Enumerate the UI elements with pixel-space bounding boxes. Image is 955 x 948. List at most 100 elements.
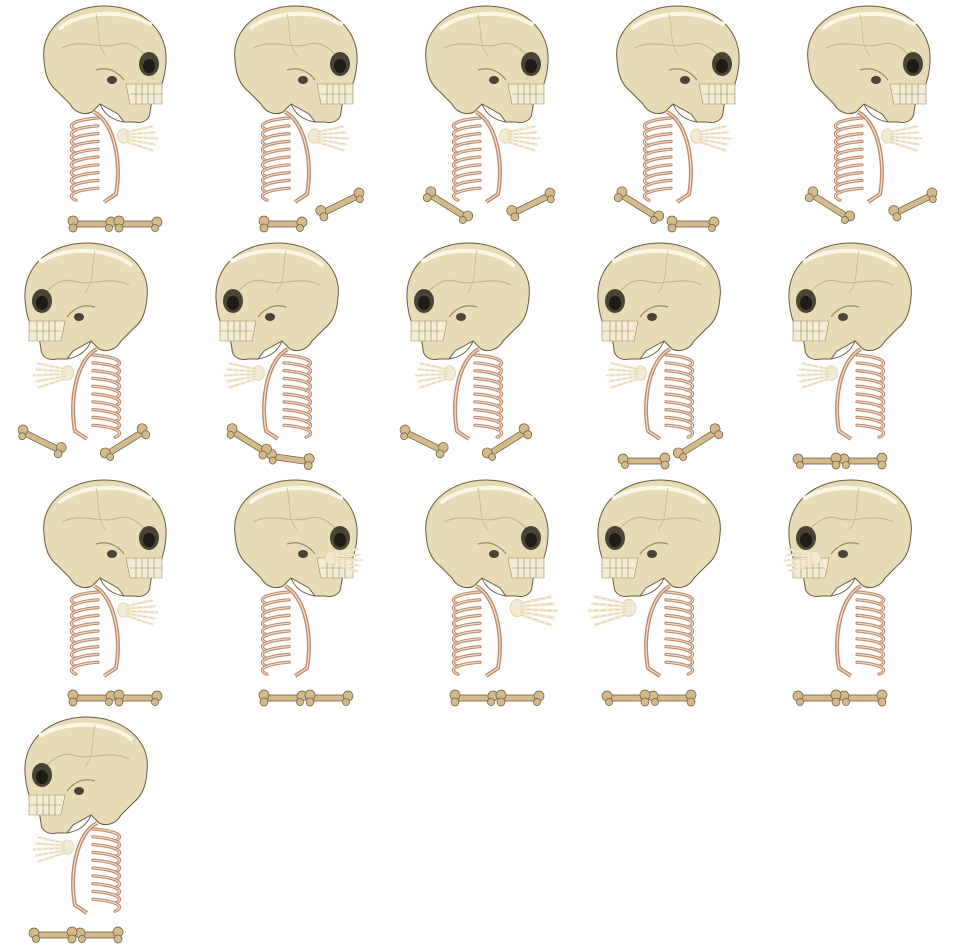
ribcage [260, 584, 311, 678]
hand-bones [499, 125, 541, 152]
skeleton-body [43, 479, 167, 678]
skeleton-sprite [234, 479, 363, 707]
skeleton-body [597, 242, 721, 441]
sprite-frame-5 [764, 0, 955, 237]
femur-bone [266, 449, 315, 470]
hand-bones [32, 362, 74, 389]
femur-bone [792, 689, 842, 707]
skeleton-body [783, 479, 912, 678]
hand-bones [117, 125, 159, 152]
hand-bones [32, 836, 74, 863]
skeleton-sprite [43, 479, 167, 707]
hand-bones [796, 362, 838, 389]
sprite-frame-9 [573, 237, 764, 474]
femur-bone [449, 689, 499, 707]
skeleton-body [234, 5, 358, 204]
skull [788, 242, 912, 360]
femur-bone [258, 215, 308, 233]
femur-bone [67, 215, 117, 233]
skull [597, 479, 721, 597]
sprite-frame-15 [764, 474, 955, 711]
sprite-frame-2 [191, 0, 382, 237]
femur-bone [422, 186, 474, 224]
femur-bone [617, 452, 671, 470]
skull [788, 479, 912, 597]
skeleton-sprite [422, 5, 556, 224]
skull [807, 5, 931, 123]
femur-bone [481, 423, 533, 461]
skeleton-sprite [43, 5, 167, 233]
skull [597, 242, 721, 360]
femur-bone [113, 215, 163, 233]
sprite-frame-8 [382, 237, 573, 474]
hand-bones [509, 595, 558, 627]
sprite-frame-14 [573, 474, 764, 711]
skull [616, 5, 740, 123]
skull [215, 242, 339, 360]
sprite-frame-1 [0, 0, 191, 237]
skeleton-body [234, 479, 363, 678]
ribcage [644, 584, 695, 678]
skeleton-sprite [588, 479, 721, 707]
femur-bone [113, 689, 163, 707]
femur-bone [792, 452, 842, 470]
skeleton-body [406, 242, 530, 441]
skull [234, 5, 358, 123]
ribcage [69, 110, 120, 204]
sprite-frame-16 [0, 711, 191, 948]
sprite-frame-6 [0, 237, 191, 474]
skeleton-body [588, 479, 721, 678]
femur-bone [838, 689, 888, 707]
skeleton-body [43, 5, 167, 204]
hand-bones [414, 362, 456, 389]
skeleton-body [24, 242, 148, 441]
skull [425, 479, 549, 597]
femur-bone [258, 689, 308, 707]
femur-bone [672, 423, 724, 461]
skeleton-body [24, 716, 148, 915]
femur-bone [17, 424, 67, 459]
femur-bone [74, 926, 124, 944]
ribcage [260, 110, 311, 204]
hand-bones [690, 125, 732, 152]
skeleton-sprite [215, 242, 339, 470]
hand-bones [588, 595, 637, 627]
skull [24, 716, 148, 834]
skeleton-sprite [425, 479, 558, 707]
skull [43, 5, 167, 123]
skeleton-body [215, 242, 339, 441]
skeleton-body [788, 242, 912, 441]
skull [234, 479, 358, 597]
femur-bone [67, 689, 117, 707]
femur-bone [226, 423, 272, 460]
sprite-frame-3 [382, 0, 573, 237]
sprite-frame-11 [0, 474, 191, 711]
ribcage [69, 584, 120, 678]
skeleton-sprite [24, 716, 148, 944]
ribcage [642, 110, 693, 204]
skull [24, 242, 148, 360]
skull [406, 242, 530, 360]
ribcage [835, 347, 886, 441]
femur-bone [666, 215, 720, 233]
ribcage [451, 110, 502, 204]
femur-bone [647, 689, 697, 707]
skeleton-sprite [234, 5, 365, 233]
ribcage [835, 584, 886, 678]
femur-bone [838, 452, 888, 470]
femur-bone [506, 187, 556, 222]
skeleton-sprite [17, 242, 151, 461]
skeleton-sprite [788, 242, 912, 470]
skeleton-sprite [399, 242, 533, 461]
sprite-frame-12 [191, 474, 382, 711]
ribcage [833, 110, 884, 204]
hand-bones [223, 362, 265, 389]
femur-bone [304, 689, 354, 707]
skeleton-sprite [804, 5, 938, 224]
hand-bones [881, 125, 923, 152]
femur-bone [613, 186, 665, 224]
skull [43, 479, 167, 597]
hand-bones [117, 599, 159, 626]
sprite-frame-4 [573, 0, 764, 237]
